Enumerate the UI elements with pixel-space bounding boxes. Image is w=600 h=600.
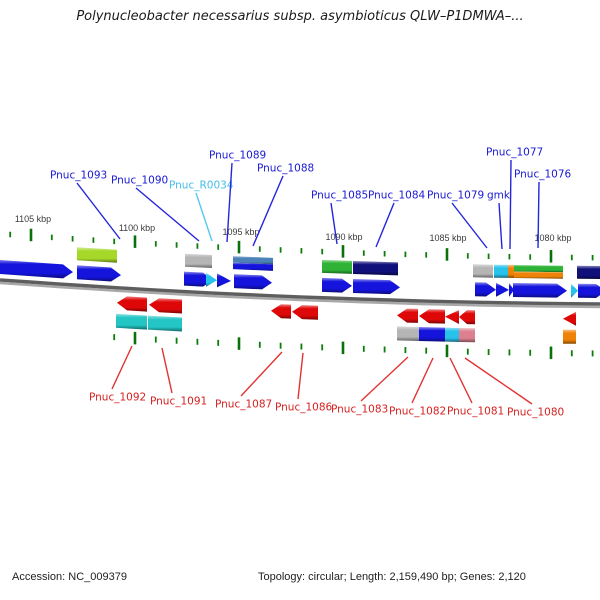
axis-label: 1085 kbp [429,233,466,243]
gene-label-pnuc-1079[interactable]: Pnuc_1079 [427,190,484,202]
gene-category-box-gmk[interactable] [494,264,508,278]
gene-arrow-pnuc-r0034[interactable] [206,272,217,287]
axis-label: 1095 kbp [222,227,259,237]
organism-title: Polynucleobacter necessarius subsp. asym… [76,9,524,24]
leader-line-pnuc-1081 [449,357,473,404]
leader-line-pnuc-1079 [451,202,488,249]
topology-summary-text: Topology: circular; Length: 2,159,490 bp… [258,571,526,583]
gene-label-pnuc-1087[interactable]: Pnuc_1087 [215,399,272,411]
leader-line-pnuc-1091 [161,347,173,394]
gene-arrow-pnuc-1077[interactable] [509,282,514,297]
leader-line-gmk [498,202,503,250]
gene-label-pnuc-1083[interactable]: Pnuc_1083 [331,404,388,416]
gene-arrow-gmk[interactable] [496,282,509,297]
gene-category-box-pnuc-1076[interactable] [514,271,563,279]
gene-label-pnuc-1085[interactable]: Pnuc_1085 [311,190,368,202]
gene-arrow-pnuc-1080[interactable] [459,310,475,325]
gene-label-pnuc-1084[interactable]: Pnuc_1084 [368,190,426,202]
gene-arrow-pnuc-1084[interactable] [353,279,400,295]
leader-line-pnuc-1083 [360,356,409,402]
gene-arrow-pnuc-1085[interactable] [322,277,352,293]
leader-line-pnuc-1080 [464,357,533,405]
gene-arrow-pnuc-1082[interactable] [419,309,445,324]
gene-label-pnuc-1080[interactable]: Pnuc_1080 [507,407,564,419]
gene-label-pnuc-1082[interactable]: Pnuc_1082 [389,406,446,418]
gene-label-pnuc-1093[interactable]: Pnuc_1093 [50,170,107,182]
leader-line-pnuc-r0034 [195,192,213,242]
gene-category-box-pnuc-1081[interactable] [445,327,459,342]
leader-line-pnuc-1092 [111,345,133,390]
gene-category-box-orf-bottom-right[interactable] [563,329,576,344]
gene-arrow-pnuc-1081[interactable] [445,310,459,324]
leader-line-pnuc-1087 [240,351,283,397]
axis-label: 1090 kbp [325,232,362,242]
leader-line-pnuc-1085 [330,202,338,245]
gene-label-pnuc-1092[interactable]: Pnuc_1092 [89,392,146,404]
gene-category-box-cds-right-edge[interactable] [577,265,600,279]
gene-category-box-pnuc-1092[interactable] [116,313,147,330]
backbone-line-light [0,281,600,309]
leader-line-pnuc-1077 [509,159,512,250]
gene-category-box-pnuc-1093[interactable] [77,247,117,263]
axis-label: 1100 kbp [119,223,155,233]
gene-arrow-pnuc-1083[interactable] [397,308,418,323]
leader-line-pnuc-1090 [135,187,200,242]
gene-arrow-pnuc-1076[interactable] [513,283,567,298]
gene-arrow-cds-left-edge[interactable] [0,259,73,279]
gene-arrow-pnuc-1088[interactable] [234,274,272,290]
gene-label-pnuc-1089[interactable]: Pnuc_1089 [209,150,266,162]
gene-label-gmk[interactable]: gmk [487,190,511,202]
leader-line-pnuc-1076 [537,181,540,249]
gene-label-pnuc-1090[interactable]: Pnuc_1090 [111,175,168,187]
leader-line-pnuc-1089 [226,162,233,243]
gene-label-pnuc-1077[interactable]: Pnuc_1077 [486,147,543,159]
gene-arrow-pnuc-1093[interactable] [77,265,121,282]
gene-label-pnuc-r0034[interactable]: Pnuc_R0034 [169,180,234,192]
gene-category-box-pnuc-1079[interactable] [473,264,493,278]
gene-arrow-pnuc-1091[interactable] [149,298,182,314]
gene-label-pnuc-1091[interactable]: Pnuc_1091 [150,396,207,408]
gene-category-box-pnuc-1090[interactable] [185,253,212,268]
gene-category-box-pnuc-1082[interactable] [419,327,445,342]
gene-label-pnuc-1086[interactable]: Pnuc_1086 [275,402,333,414]
leader-line-pnuc-1082 [411,357,434,404]
gene-category-box-pnuc-1088[interactable] [233,262,273,271]
gene-label-pnuc-1088[interactable]: Pnuc_1088 [257,163,314,175]
backbone-line-dark [0,278,600,306]
gene-arrow-trna-right[interactable] [571,283,578,298]
leader-line-pnuc-1086 [297,352,304,400]
axis-label: 1105 kbp [15,214,51,224]
gene-category-box-pnuc-1085[interactable] [322,259,352,274]
gene-arrow-pnuc-1089[interactable] [217,273,231,288]
gene-arrow-orf-bottom-right[interactable] [563,311,576,326]
gene-arrow-pnuc-1090[interactable] [184,271,213,287]
gene-arrow-pnuc-1092[interactable] [117,296,147,312]
leader-line-pnuc-1084 [375,202,395,248]
leader-line-pnuc-1093 [76,182,121,240]
gene-arrow-pnuc-1079[interactable] [475,282,496,297]
gene-category-box-pnuc-1084[interactable] [353,261,398,276]
gene-label-pnuc-1081[interactable]: Pnuc_1081 [447,406,504,418]
gene-category-box-pnuc-1076[interactable] [514,265,563,273]
gene-label-pnuc-1076[interactable]: Pnuc_1076 [514,169,572,181]
leader-line-pnuc-1088 [252,175,284,247]
gene-category-box-pnuc-1083[interactable] [397,326,419,341]
gene-arrow-pnuc-1086[interactable] [292,305,318,320]
gene-category-box-pnuc-1088[interactable] [233,256,273,265]
gene-arrow-pnuc-1087[interactable] [271,304,291,319]
axis-label: 1080 kbp [534,233,571,243]
accession-text: Accession: NC_009379 [12,571,127,583]
gene-category-box-pnuc-1091[interactable] [148,315,182,332]
gene-category-box-pnuc-1077[interactable] [508,264,514,278]
gene-category-box-pnuc-1080[interactable] [459,328,475,343]
gene-arrow-cds-right-edge[interactable] [578,283,600,298]
